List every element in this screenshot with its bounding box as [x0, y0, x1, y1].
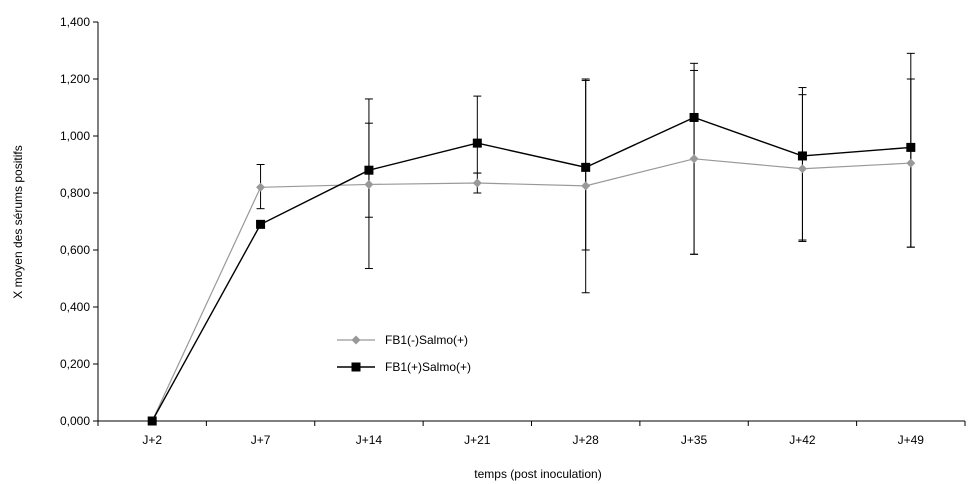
y-tick-label: 0,200	[60, 357, 90, 371]
x-tick-label: J+28	[573, 433, 600, 447]
y-tick-label: 0,400	[60, 300, 90, 314]
x-axis: J+2 J+7 J+14 J+21 J+28 J+35 J+42 J+49	[97, 420, 966, 447]
data-point-series-1	[689, 154, 699, 164]
y-tick-label: 1,200	[60, 72, 90, 86]
series-lines	[151, 116, 911, 422]
data-point-series-2	[906, 142, 916, 152]
x-tick-label: J+42	[789, 433, 816, 447]
legend: FB1(-)Salmo(+) FB1(+)Salmo(+)	[337, 333, 471, 374]
x-tick-label: J+49	[898, 433, 925, 447]
legend-swatch-marker	[351, 335, 361, 345]
x-tick-label: J+7	[251, 433, 271, 447]
x-tick-label: J+21	[464, 433, 491, 447]
y-tick-label: 1,000	[60, 129, 90, 143]
y-tick-label: 0,800	[60, 186, 90, 200]
data-point-series-1	[256, 182, 266, 192]
y-tick-label: 0,600	[60, 243, 90, 257]
y-tick-label: 1,400	[60, 15, 90, 29]
data-point-series-1	[472, 178, 482, 188]
data-point-series-2	[472, 138, 482, 148]
legend-label: FB1(+)Salmo(+)	[385, 360, 471, 374]
y-axis: 0,000 0,200 0,400 0,600 0,800 1,000 1,200 1,400	[60, 15, 99, 428]
data-point-series-1	[797, 164, 807, 174]
data-point-series-2	[581, 162, 591, 172]
x-tick-label: J+14	[356, 433, 383, 447]
x-tick-label: J+35	[681, 433, 708, 447]
data-point-series-1	[364, 179, 374, 189]
x-tick-label: J+2	[142, 433, 162, 447]
data-point-series-1	[906, 158, 916, 168]
error-bars	[256, 52, 915, 294]
series-line-1	[151, 158, 911, 422]
data-point-series-2	[147, 416, 157, 426]
legend-label: FB1(-)Salmo(+)	[385, 333, 468, 347]
data-point-series-1	[581, 181, 591, 191]
y-axis-title: X moyen des sérums positifs	[11, 145, 25, 298]
series-line-2	[151, 116, 911, 422]
data-point-series-2	[364, 165, 374, 175]
data-point-series-2	[797, 151, 807, 161]
data-point-series-2	[256, 219, 266, 229]
y-tick-label: 0,000	[60, 414, 90, 428]
legend-swatch-marker	[351, 362, 361, 372]
x-axis-title: temps (post inoculation)	[474, 467, 601, 481]
data-point-series-2	[689, 112, 699, 122]
series-markers	[147, 112, 916, 426]
